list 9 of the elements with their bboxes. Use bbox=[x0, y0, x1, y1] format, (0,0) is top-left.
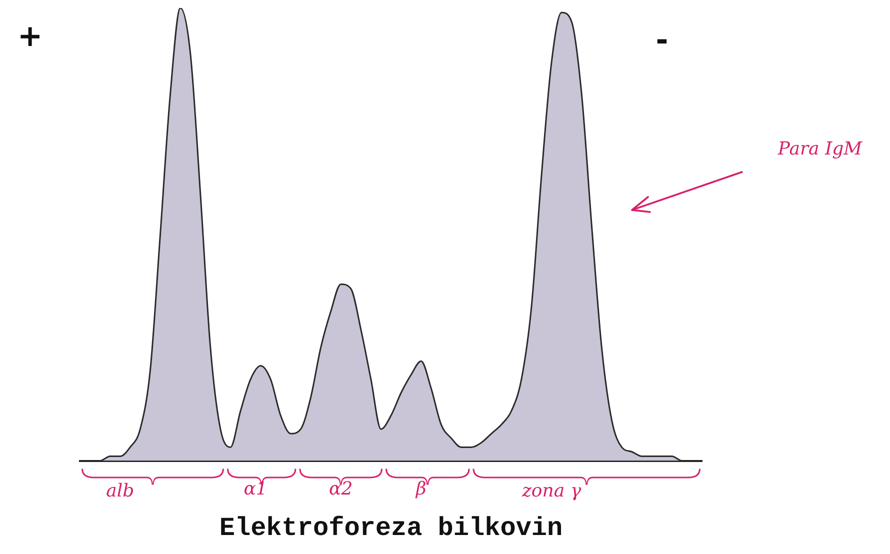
text: β bbox=[414, 478, 426, 500]
text: Elektroforeza bilkovin bbox=[219, 512, 563, 543]
text: Para IgM bbox=[776, 138, 863, 160]
text: zona γ bbox=[520, 480, 582, 502]
text: alb bbox=[106, 480, 134, 502]
text: + bbox=[17, 18, 43, 54]
text: α1 bbox=[244, 478, 268, 500]
text: α2 bbox=[329, 478, 353, 500]
annotation: - bbox=[656, 22, 668, 58]
